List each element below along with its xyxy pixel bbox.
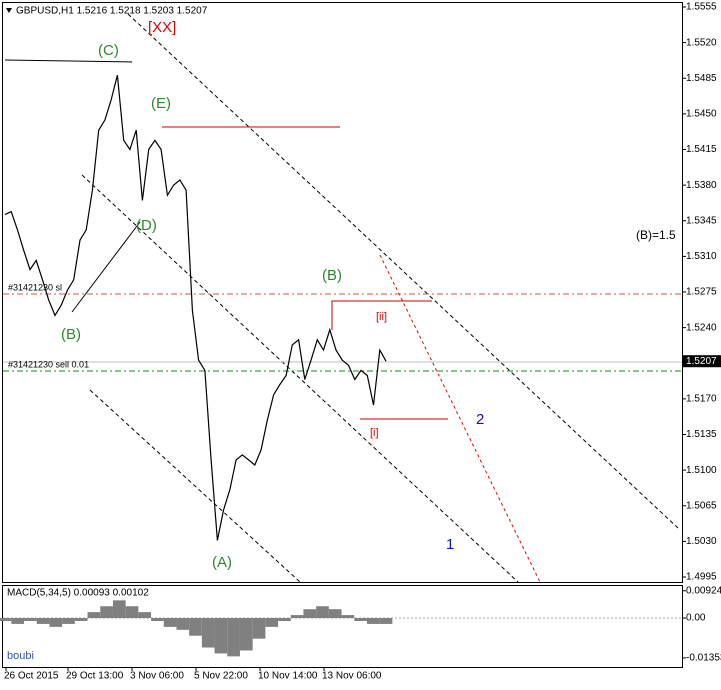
macd-bar: [214, 618, 228, 654]
y-tick-label: 1.5170: [686, 394, 717, 405]
macd-bar: [36, 618, 50, 624]
macd-bar: [227, 618, 240, 657]
x-tick-label: 3 Nov 06:00: [130, 671, 184, 682]
macd-bar: [328, 609, 342, 619]
macd-bar: [24, 618, 37, 621]
wave-line: [71, 221, 141, 313]
wave-label: (E): [151, 95, 171, 112]
macd-bar: [176, 618, 190, 630]
y-tick-label: 1.5275: [686, 287, 717, 298]
order-label: #31421230 sl: [8, 282, 62, 292]
y-tick-label: 1.5135: [686, 429, 717, 440]
macd-bar: [201, 618, 215, 648]
channel-line: [89, 389, 301, 583]
macd-bar: [252, 618, 266, 639]
wave-label: 2: [476, 411, 484, 428]
level-line: [331, 300, 432, 330]
trend-line: [379, 254, 541, 583]
macd-pane: [2, 585, 683, 668]
macd-label: MACD(5,34,5) 0.00093 0.00102: [7, 588, 149, 599]
y-tick-label: 1.5380: [686, 180, 717, 191]
macd-bar: [62, 618, 75, 624]
wave-label: (B): [322, 267, 342, 284]
y-tick-label: 1.5065: [686, 500, 717, 511]
macd-bar: [163, 618, 177, 627]
wave-label: [XX]: [148, 19, 176, 36]
macd-bar: [366, 618, 380, 624]
wave-label: (B): [61, 326, 81, 343]
macd-bar: [151, 618, 164, 621]
y-tick-label: 1.5310: [686, 251, 717, 262]
y-tick-label: 1.5100: [686, 465, 717, 476]
channel-line: [81, 174, 519, 583]
x-tick-label: 26 Oct 2015: [4, 671, 59, 682]
wave-label: 1: [446, 536, 454, 553]
macd-bar: [138, 612, 152, 619]
y-tick-label: 1.5415: [686, 144, 717, 155]
y-tick-label: 1.4995: [686, 572, 717, 583]
wave-label: (B)=1.5: [636, 228, 676, 242]
macd-bar: [0, 618, 12, 621]
current-price-box: [683, 355, 721, 368]
y-tick-label: 1.5555: [686, 2, 717, 13]
order-label: #31421230 sell 0.01: [8, 359, 89, 369]
macd-y-tick-label: -0.01353: [686, 653, 721, 664]
x-tick-label: 29 Oct 13:00: [66, 671, 124, 682]
macd-bar: [303, 609, 317, 619]
y-tick-label: 1.5520: [686, 37, 717, 48]
wave-label: (C): [98, 42, 119, 59]
macd-y-tick-label: 0.00924: [686, 585, 721, 596]
macd-y-tick-label: 0.00: [686, 613, 706, 624]
macd-bar: [290, 615, 304, 619]
wave-label: [ii]: [376, 311, 387, 323]
macd-bar: [265, 618, 279, 627]
level-line: [4, 59, 133, 63]
macd-bar: [239, 618, 253, 651]
watermark: boubi: [7, 650, 34, 662]
y-tick-label: 1.5485: [686, 73, 717, 84]
wave-label: (A): [212, 554, 232, 571]
macd-bar: [189, 618, 202, 636]
current-price-label: 1.5207: [686, 356, 717, 367]
x-tick-label: 10 Nov 14:00: [258, 671, 318, 682]
macd-bar: [354, 618, 367, 621]
macd-bar: [11, 618, 25, 624]
macd-bar: [341, 615, 355, 619]
wave-label: [i]: [370, 427, 379, 439]
drawings: [3, 13, 682, 619]
macd-bar: [125, 606, 139, 619]
macd-bar: [316, 606, 329, 619]
y-tick-label: 1.5345: [686, 215, 717, 226]
macd-bar: [87, 612, 101, 619]
x-tick-label: 5 Nov 22:00: [194, 671, 248, 682]
y-tick-label: 1.5450: [686, 109, 717, 120]
macd-bar: [278, 618, 291, 621]
macd-bar: [112, 600, 126, 619]
macd-bar: [100, 606, 113, 619]
macd-bar: [49, 618, 63, 627]
chart-title: GBPUSD,H1 1.5216 1.5218 1.5203 1.5207: [16, 6, 208, 17]
macd-bar: [379, 618, 393, 624]
wave-label: (D): [136, 217, 157, 234]
macd-bar: [74, 618, 88, 621]
y-tick-label: 1.5030: [686, 536, 717, 547]
y-tick-label: 1.5240: [686, 322, 717, 333]
price-line: [4, 75, 387, 541]
x-tick-label: 13 Nov 06:00: [322, 671, 382, 682]
header-arrow: [6, 8, 12, 13]
